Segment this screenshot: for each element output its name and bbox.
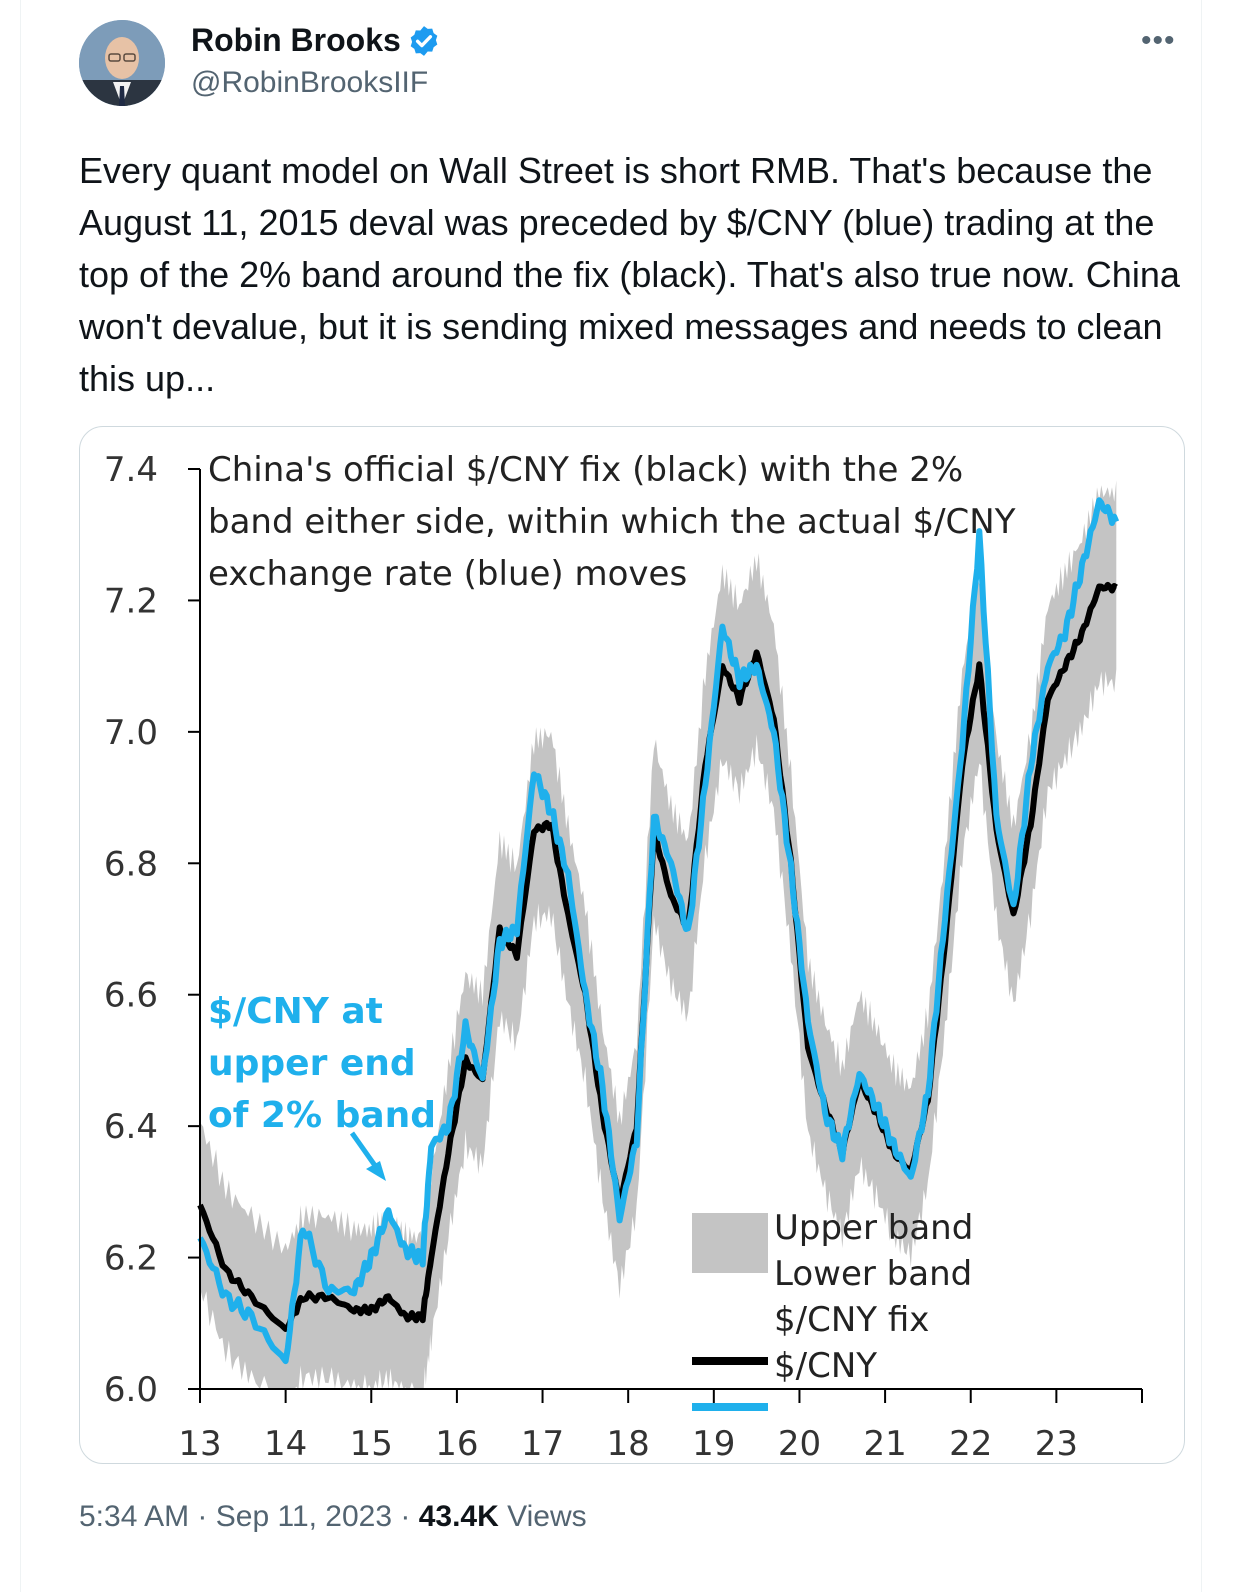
y-tick-label: 6.4 <box>104 1107 158 1147</box>
tweet-card: Robin Brooks @RobinBrooksIIF ••• Every q… <box>20 0 1202 1592</box>
annotation-line: of 2% band <box>208 1095 436 1136</box>
chart-title-line: China's official $/CNY fix (black) with … <box>208 450 963 490</box>
avatar-image <box>79 20 165 106</box>
y-tick-label: 6.2 <box>104 1239 158 1279</box>
views-count: 43.4K <box>418 1500 499 1533</box>
legend-label: Lower band <box>774 1254 972 1294</box>
chart-title-line: exchange rate (blue) moves <box>208 554 687 594</box>
tweet-metadata: 5:34 AM · Sep 11, 2023 · 43.4K Views <box>79 1500 587 1534</box>
verified-badge-icon <box>410 25 438 56</box>
meta-separator: · <box>197 1500 208 1533</box>
y-tick-label: 7.0 <box>104 713 158 753</box>
legend-label: $/CNY fix <box>774 1300 929 1340</box>
x-tick-label: 15 <box>350 1424 393 1463</box>
author-handle[interactable]: @RobinBrooksIIF <box>191 66 429 99</box>
x-tick-label: 21 <box>863 1424 906 1463</box>
annotation-arrow-shaft <box>349 1131 379 1169</box>
y-tick-label: 7.4 <box>104 450 158 490</box>
tweet-media-chart[interactable]: 6.0 6.2 6.4 6.6 6.8 7.0 7.2 7.4 13 14 15 16 17 18 19 20… <box>79 426 1185 1464</box>
band-area <box>200 480 1117 1389</box>
meta-separator: · <box>400 1500 411 1533</box>
y-tick-label: 7.2 <box>104 581 158 621</box>
y-tick-label: 6.0 <box>104 1370 158 1410</box>
text-layer: China's official $/CNY fix (black) with … <box>208 450 1016 1411</box>
y-tick-label: 6.6 <box>104 976 158 1016</box>
x-tick-label: 23 <box>1035 1424 1078 1463</box>
more-options-icon[interactable]: ••• <box>1141 24 1176 57</box>
tweet-time[interactable]: 5:34 AM <box>79 1500 190 1533</box>
x-tick-label: 16 <box>435 1424 478 1463</box>
x-tick-label: 17 <box>521 1424 564 1463</box>
x-tick-label: 14 <box>264 1424 307 1463</box>
x-tick-label: 20 <box>778 1424 821 1463</box>
annotation-line: $/CNY at <box>208 991 383 1032</box>
x-tick-label: 13 <box>178 1424 221 1463</box>
annotation-arrow-head <box>366 1161 386 1181</box>
x-tick-label: 19 <box>692 1424 735 1463</box>
exchange-rate-chart: 6.0 6.2 6.4 6.6 6.8 7.0 7.2 7.4 13 14 15 16 17 18 19 20… <box>104 450 1143 1463</box>
spot-series-line <box>197 497 1120 1365</box>
legend-label: $/CNY <box>774 1346 877 1386</box>
avatar[interactable] <box>79 20 165 106</box>
annotation-line: upper end <box>208 1043 416 1084</box>
axis-layer: 6.0 6.2 6.4 6.6 6.8 7.0 7.2 7.4 13 14 15 16 17 18 19 20… <box>104 450 1143 1463</box>
chart-title-line: band either side, within which the actua… <box>208 502 1016 542</box>
legend-label: Upper band <box>774 1208 973 1248</box>
display-name[interactable]: Robin Brooks <box>191 22 401 58</box>
y-tick-label: 6.8 <box>104 844 158 884</box>
tweet-text: Every quant model on Wall Street is shor… <box>79 150 1180 399</box>
band-layer <box>200 480 1117 1389</box>
author-row: Robin Brooks <box>191 22 441 59</box>
line-layer <box>197 497 1120 1365</box>
tweet-date[interactable]: Sep 11, 2023 <box>215 1500 393 1533</box>
views-label: Views <box>507 1500 587 1533</box>
legend-band-swatch <box>692 1213 768 1273</box>
x-tick-label: 22 <box>949 1424 992 1463</box>
x-tick-label: 18 <box>607 1424 650 1463</box>
